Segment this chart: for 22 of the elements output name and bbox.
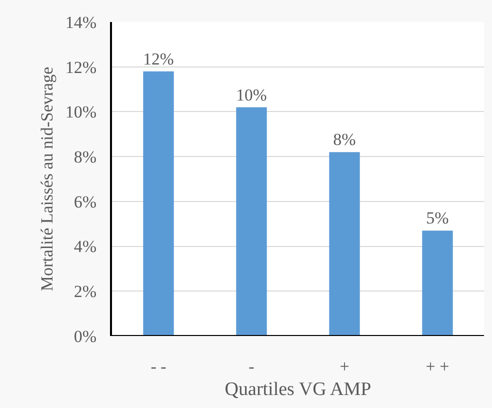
x-tick-label: + + (426, 357, 450, 376)
y-tick-label: 2% (74, 282, 97, 302)
y-axis-title: Mortalité Laissés au nid-Sevrage (37, 66, 56, 292)
y-tick-label: 4% (74, 237, 97, 256)
y-tick-label: 0% (74, 326, 97, 346)
y-tick-label: 14% (65, 12, 97, 32)
x-tick-label: - (248, 357, 255, 376)
y-tick-label: 6% (74, 192, 97, 212)
bar (422, 230, 453, 336)
y-tick-label: 10% (65, 102, 97, 122)
data-label: 10% (236, 85, 267, 104)
y-tick-label: 12% (65, 58, 97, 77)
x-tick-label: - - (150, 357, 167, 376)
data-label: 12% (143, 49, 174, 68)
bar (236, 107, 267, 336)
data-label: 5% (426, 208, 449, 228)
bar (329, 152, 360, 336)
data-label: 8% (333, 130, 356, 150)
x-tick-label: + (340, 357, 350, 376)
y-tick-label: 8% (74, 148, 97, 167)
bar (143, 71, 174, 336)
x-axis-title: Quartiles VG AMP (224, 378, 372, 400)
